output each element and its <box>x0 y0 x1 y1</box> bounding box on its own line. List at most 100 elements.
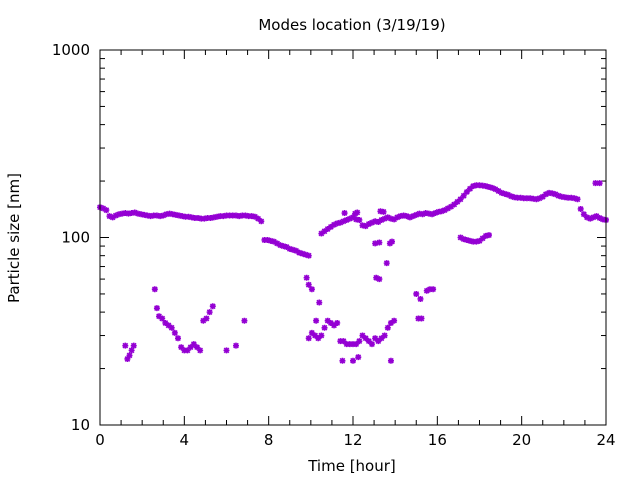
y-axis-title: Particle size [nm] <box>5 173 23 303</box>
data-point <box>217 213 224 220</box>
data-point <box>324 226 331 233</box>
data-point <box>590 214 597 221</box>
data-point <box>584 214 591 221</box>
data-point <box>592 180 599 187</box>
data-point <box>277 242 284 249</box>
data-point <box>467 237 474 244</box>
data-point <box>153 305 160 312</box>
data-point <box>350 341 356 348</box>
data-point <box>355 354 362 361</box>
axis-ticks: 0 4 8 12 16 20 24 10 100 1000 <box>52 41 616 449</box>
data-point <box>482 232 489 239</box>
data-point <box>593 213 600 220</box>
data-point <box>125 210 132 217</box>
data-point <box>223 212 230 219</box>
data-point <box>423 287 430 294</box>
data-point <box>232 342 239 349</box>
data-point <box>376 276 383 283</box>
data-point <box>523 195 530 202</box>
data-point <box>368 219 375 226</box>
data-point <box>587 215 594 222</box>
data-point <box>577 205 584 212</box>
data-point <box>397 213 404 220</box>
data-point <box>267 237 274 244</box>
data-point <box>353 216 360 223</box>
data-point <box>179 213 186 220</box>
data-point <box>327 319 334 326</box>
data-point <box>153 212 160 219</box>
data-point <box>473 238 480 245</box>
data-point <box>482 183 489 190</box>
data-point <box>376 239 383 246</box>
x-tick-label: 16 <box>428 431 447 449</box>
data-point <box>331 322 338 329</box>
data-point <box>334 220 341 227</box>
data-point <box>126 352 133 359</box>
x-tick-label: 12 <box>343 431 362 449</box>
data-point <box>169 211 176 218</box>
data-point <box>476 237 483 244</box>
data-point <box>365 338 372 345</box>
data-point <box>308 286 315 293</box>
data-point <box>346 215 353 222</box>
data-point <box>527 195 534 202</box>
data-point <box>134 210 141 217</box>
data-point <box>131 209 138 216</box>
data-point <box>520 195 527 202</box>
data-point <box>274 240 281 247</box>
data-point <box>171 329 178 336</box>
chart-title: Modes location (3/19/19) <box>258 16 445 34</box>
data-point <box>223 347 230 354</box>
y-tick-label: 10 <box>71 416 90 434</box>
data-point <box>536 195 543 202</box>
data-point <box>350 357 356 364</box>
data-point <box>210 214 217 221</box>
data-point <box>128 210 135 217</box>
data-point <box>495 188 502 195</box>
data-point <box>504 191 511 198</box>
data-point <box>184 347 191 354</box>
data-point <box>492 186 499 193</box>
data-point <box>489 184 496 191</box>
data-point <box>542 191 549 198</box>
data-point <box>343 216 350 223</box>
data-point <box>156 313 163 320</box>
data-point <box>580 211 587 218</box>
data-point <box>340 338 347 345</box>
x-tick-label: 8 <box>264 431 274 449</box>
data-point <box>391 216 398 223</box>
data-point <box>383 260 390 267</box>
data-point <box>128 347 135 354</box>
data-point <box>387 215 394 222</box>
data-point <box>334 319 341 326</box>
data-point <box>391 317 398 324</box>
data-point <box>160 212 167 219</box>
data-point <box>147 213 154 220</box>
data-point <box>195 215 202 222</box>
data-point <box>467 185 474 192</box>
data-point <box>530 195 537 202</box>
data-point <box>479 182 486 189</box>
data-point <box>425 210 432 217</box>
data-point <box>203 315 210 322</box>
data-point <box>354 209 361 216</box>
x-tick-label: 0 <box>95 431 105 449</box>
data-point <box>596 180 603 187</box>
data-point <box>159 315 166 322</box>
data-point <box>331 221 338 228</box>
x-tick-label: 24 <box>596 431 615 449</box>
data-point <box>387 357 394 364</box>
data-point <box>226 212 233 219</box>
data-point <box>430 286 437 293</box>
data-point <box>340 218 347 225</box>
data-point <box>418 315 425 322</box>
data-point <box>245 213 252 220</box>
data-point <box>106 213 113 220</box>
data-point <box>448 203 455 210</box>
data-point <box>359 222 366 229</box>
data-point <box>377 208 384 215</box>
data-point <box>460 236 467 243</box>
data-point <box>286 245 293 252</box>
data-point <box>315 335 322 342</box>
